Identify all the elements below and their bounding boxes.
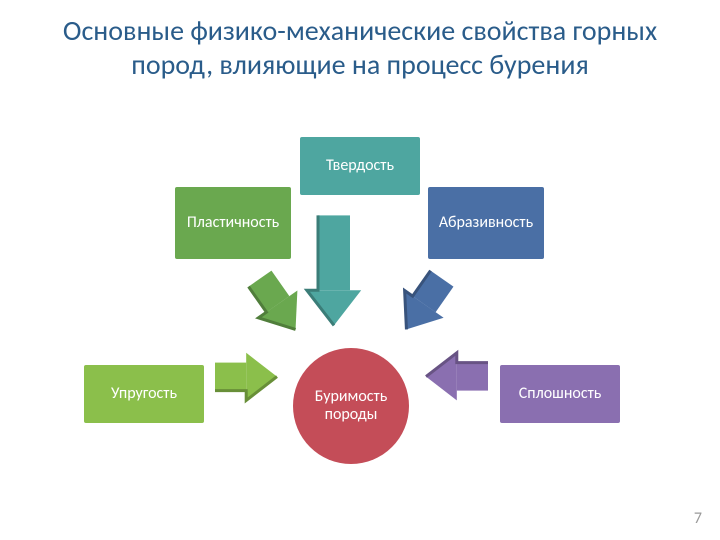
property-node-n0: Упругость: [84, 365, 204, 423]
property-node-n2: Твердость: [300, 137, 420, 195]
slide: Основные физико-механические свойства го…: [0, 0, 720, 540]
slide-title: Основные физико-механические свойства го…: [0, 14, 720, 81]
diagram: Буримость породы Упругость ПластичностьТве…: [0, 125, 720, 525]
center-node: Буримость породы: [293, 348, 409, 464]
property-node-n1: Пластичность: [175, 187, 291, 259]
property-node-n3: Абразивность: [428, 187, 544, 259]
page-number: 7: [694, 509, 702, 528]
property-node-n4: Сплошность: [500, 365, 620, 423]
